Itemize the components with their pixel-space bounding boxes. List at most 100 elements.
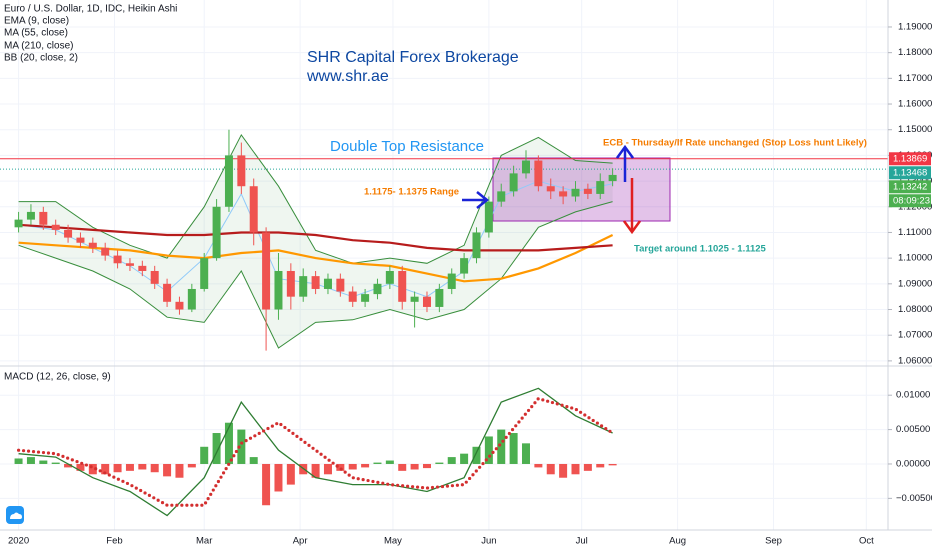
candle-body xyxy=(113,255,122,264)
countdown: 08:09:23 xyxy=(893,195,930,206)
x-tick-label: Sep xyxy=(765,536,782,547)
candle-body xyxy=(187,288,196,310)
macd-histogram-bar xyxy=(435,462,444,464)
logo xyxy=(6,506,24,524)
y-tick-label: −0.00500 xyxy=(896,493,932,504)
grid xyxy=(0,0,888,530)
brand: SHR Capital Forex Brokerage xyxy=(307,49,519,66)
arrow-head xyxy=(615,144,635,159)
candle-body xyxy=(361,294,370,302)
candle-body xyxy=(311,276,320,289)
macd-histogram-bar xyxy=(546,463,555,475)
y-tick-label: 1.09000 xyxy=(898,278,932,289)
candle-body xyxy=(249,186,258,233)
candle-body xyxy=(336,278,345,292)
countdown-box xyxy=(889,194,931,208)
macd-pane xyxy=(14,387,617,517)
website: www.shr.ae xyxy=(306,68,389,85)
candle-body xyxy=(88,242,97,248)
candle-body xyxy=(398,270,407,302)
candle-body xyxy=(497,191,506,202)
legend-entry: MA (55, close) xyxy=(4,28,68,39)
x-tick-label: Oct xyxy=(859,536,874,547)
candle-body xyxy=(26,211,35,220)
labels: 1.06000 1.07000 1.08000 1.09000 1.10000 1.110… xyxy=(4,16,932,547)
macd-histogram-bar xyxy=(398,463,407,471)
macd-histogram-bar xyxy=(64,463,73,468)
macd-histogram-bar xyxy=(336,463,345,471)
candle-body xyxy=(447,273,456,289)
price-label-box xyxy=(889,166,931,180)
candle-body xyxy=(64,229,73,238)
candle-body xyxy=(435,288,444,307)
candle-body xyxy=(101,247,110,256)
candle-body xyxy=(138,265,147,271)
candle-body xyxy=(39,211,48,225)
y-tick-label: 1.18000 xyxy=(898,47,932,58)
macd-histogram-bar xyxy=(583,463,592,471)
ecb-note: ECB - Thursday/If Rate unchanged (Stop L… xyxy=(603,138,867,149)
y-tick-label: 0.00000 xyxy=(896,458,930,469)
candle-body xyxy=(472,232,481,259)
y-tick-label: 1.16000 xyxy=(898,99,932,110)
arrows xyxy=(462,144,642,235)
macd-histogram-bar xyxy=(125,463,134,471)
x-tick-label: May xyxy=(384,536,402,547)
y-tick-label: 1.19000 xyxy=(898,21,932,32)
macd-histogram-bar xyxy=(484,436,493,464)
candle-body xyxy=(76,237,85,243)
candle-body xyxy=(14,219,23,228)
candle-body xyxy=(460,258,469,274)
macd-histogram-bar xyxy=(187,463,196,468)
candle-body xyxy=(200,258,209,289)
y-tick-label: 0.01000 xyxy=(896,390,930,401)
macd-histogram-bar xyxy=(138,463,147,470)
candle-body xyxy=(212,206,221,259)
macd-histogram-bar xyxy=(410,463,419,470)
x-tick-label: Mar xyxy=(196,536,212,547)
price-label-box xyxy=(889,180,931,194)
legend-entry: MA (210, close) xyxy=(4,41,73,52)
legend-entry: EMA (9, close) xyxy=(4,16,69,27)
macd-label: MACD (12, 26, close, 9) xyxy=(4,372,111,383)
candle-body xyxy=(385,270,394,284)
candle-body xyxy=(546,186,555,192)
macd-histogram-bar xyxy=(521,443,530,464)
price-label: 1.13468 xyxy=(893,167,927,178)
resistance-label: Double Top Resistance xyxy=(330,138,484,155)
candle-body xyxy=(422,296,431,307)
range-note: 1.1175- 1.1375 Range xyxy=(364,187,459,198)
macd-histogram-bar xyxy=(26,457,35,464)
candle-body xyxy=(51,224,60,230)
candle-body xyxy=(286,270,295,297)
candle-body xyxy=(175,301,184,310)
macd-histogram-bar xyxy=(571,463,580,475)
arrow-head xyxy=(476,191,490,209)
macd-histogram-bar xyxy=(497,429,506,464)
macd-histogram-bar xyxy=(224,422,233,464)
y-tick-label: 1.07000 xyxy=(898,330,932,341)
macd-histogram-bar xyxy=(509,433,518,464)
macd-histogram-bar xyxy=(286,463,295,485)
signal-line xyxy=(17,396,615,507)
macd-histogram-bar xyxy=(113,463,122,473)
macd-histogram-bar xyxy=(163,463,172,477)
candle-body xyxy=(274,270,283,310)
macd-histogram-bar xyxy=(237,429,246,464)
y-tick-label: 1.17000 xyxy=(898,73,932,84)
candle-body xyxy=(596,181,605,194)
target-note: Target around 1.1025 - 1.1125 xyxy=(634,244,767,255)
candle-body xyxy=(410,296,419,302)
candle-body xyxy=(323,278,332,289)
x-tick-label: 2020 xyxy=(8,536,29,547)
macd-histogram-bar xyxy=(559,463,568,478)
x-tick-label: Apr xyxy=(293,536,308,547)
ma-line xyxy=(18,223,613,252)
candle-body xyxy=(484,201,493,233)
macd-histogram-bar xyxy=(447,457,456,464)
candle-body xyxy=(373,283,382,295)
bb-lower xyxy=(18,201,613,349)
macd-histogram-bar xyxy=(212,433,221,464)
candle-body xyxy=(521,160,530,174)
